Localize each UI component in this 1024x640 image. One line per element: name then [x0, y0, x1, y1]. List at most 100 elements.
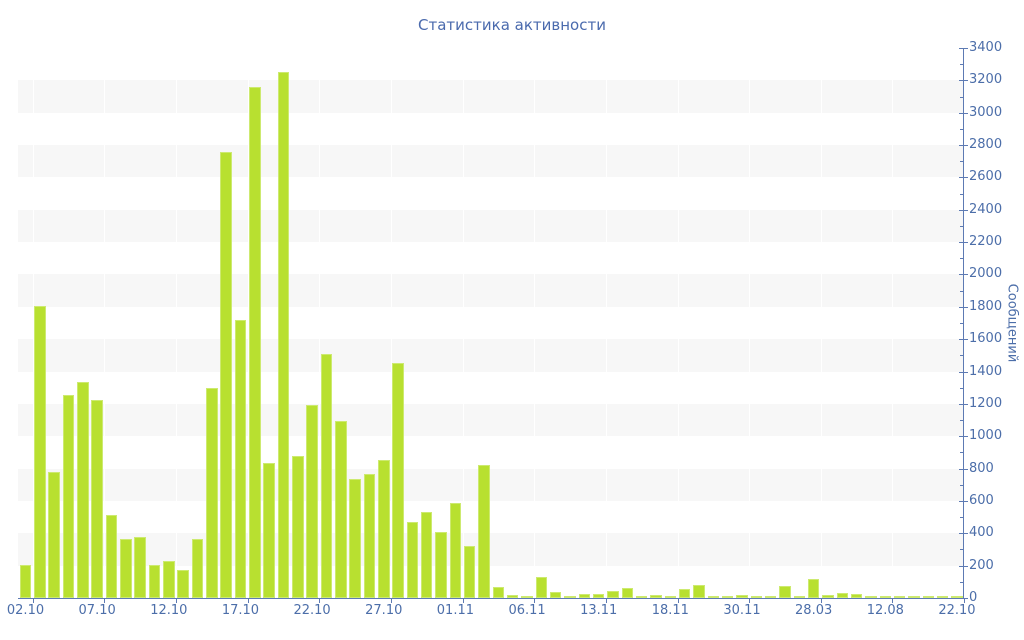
activity-bar[interactable]	[91, 400, 103, 598]
activity-bar[interactable]	[463, 546, 476, 598]
activity-bar[interactable]	[492, 587, 505, 598]
activity-bar[interactable]	[349, 479, 361, 598]
y-major-tick	[959, 598, 968, 599]
activity-bar[interactable]	[793, 596, 806, 598]
activity-bar[interactable]	[879, 596, 892, 598]
activity-bar[interactable]	[449, 503, 462, 598]
activity-bar[interactable]	[721, 596, 734, 598]
activity-bar[interactable]	[148, 565, 161, 598]
x-tick-label: 06.11	[508, 603, 546, 618]
activity-bar[interactable]	[249, 87, 261, 598]
activity-bar[interactable]	[105, 515, 118, 598]
activity-bar[interactable]	[951, 596, 963, 598]
activity-bar[interactable]	[392, 363, 404, 598]
activity-bar[interactable]	[836, 593, 849, 598]
activity-bar[interactable]	[478, 465, 490, 598]
vertical-gridline	[534, 48, 536, 598]
y-minor-tick	[960, 517, 963, 519]
activity-bar[interactable]	[234, 320, 247, 598]
activity-bar[interactable]	[578, 594, 591, 598]
activity-bar[interactable]	[779, 586, 791, 598]
activity-bar[interactable]	[206, 388, 218, 598]
activity-bar[interactable]	[306, 405, 318, 598]
activity-bar[interactable]	[335, 421, 347, 598]
x-tick	[605, 598, 607, 603]
activity-bar[interactable]	[134, 537, 146, 598]
activity-bar[interactable]	[664, 596, 677, 598]
activity-bar[interactable]	[521, 596, 533, 598]
x-tick	[892, 598, 894, 603]
y-minor-tick	[960, 323, 963, 324]
activity-bar[interactable]	[750, 596, 763, 598]
y-major-tick	[959, 565, 968, 567]
x-tick-label: 28.03	[795, 603, 833, 618]
y-tick-label: 2600	[969, 169, 1003, 185]
activity-bar[interactable]	[535, 577, 548, 598]
activity-bar[interactable]	[163, 561, 175, 598]
grid-band	[18, 403, 963, 437]
activity-bar[interactable]	[506, 595, 519, 598]
x-axis-line	[18, 598, 964, 599]
activity-bar[interactable]	[34, 306, 46, 598]
activity-bar[interactable]	[549, 592, 562, 598]
activity-bar[interactable]	[220, 152, 232, 598]
y-tick-label: 400	[969, 525, 994, 541]
vertical-gridline	[390, 48, 392, 598]
activity-bar[interactable]	[865, 596, 877, 598]
y-tick-label: 2800	[969, 137, 1003, 153]
activity-bar[interactable]	[707, 596, 720, 598]
y-major-tick	[959, 371, 968, 373]
activity-bar[interactable]	[850, 594, 863, 598]
x-tick	[964, 598, 966, 603]
x-tick-label: 18.11	[651, 603, 689, 618]
activity-bar[interactable]	[908, 596, 920, 598]
y-major-tick	[959, 274, 968, 276]
activity-bar[interactable]	[621, 588, 634, 598]
activity-bar[interactable]	[736, 595, 748, 598]
x-tick-label: 07.10	[78, 603, 116, 618]
y-tick-label: 1000	[969, 428, 1003, 444]
activity-bar[interactable]	[120, 539, 132, 598]
activity-bar[interactable]	[177, 570, 189, 598]
vertical-gridline	[104, 48, 106, 598]
activity-bar[interactable]	[678, 589, 691, 598]
activity-bar[interactable]	[292, 456, 304, 598]
activity-bar[interactable]	[822, 595, 834, 598]
activity-bar[interactable]	[807, 579, 820, 598]
activity-bar[interactable]	[19, 565, 32, 598]
activity-bar[interactable]	[592, 594, 605, 598]
activity-bar[interactable]	[435, 532, 447, 598]
activity-bar[interactable]	[48, 472, 60, 598]
activity-bar[interactable]	[936, 596, 949, 598]
activity-bar[interactable]	[77, 382, 89, 598]
y-major-tick	[959, 177, 968, 179]
x-tick	[534, 598, 536, 603]
activity-bar[interactable]	[893, 596, 906, 598]
activity-bar[interactable]	[693, 585, 705, 598]
activity-bar[interactable]	[420, 512, 433, 598]
activity-bar[interactable]	[406, 522, 419, 598]
activity-bar[interactable]	[764, 596, 777, 598]
activity-bar[interactable]	[650, 595, 662, 598]
activity-bar[interactable]	[363, 474, 376, 598]
activity-bar[interactable]	[922, 596, 935, 598]
y-tick-label: 800	[969, 460, 994, 476]
activity-bar[interactable]	[378, 460, 390, 598]
activity-bar[interactable]	[62, 395, 75, 598]
activity-bar[interactable]	[564, 596, 576, 598]
activity-bar[interactable]	[607, 591, 619, 598]
y-major-tick	[959, 48, 968, 49]
y-tick-label: 3200	[969, 72, 1003, 88]
activity-bar[interactable]	[635, 596, 648, 598]
y-tick-label: 600	[969, 492, 994, 508]
activity-bar[interactable]	[263, 463, 275, 598]
grid-band	[18, 80, 963, 113]
activity-bar[interactable]	[191, 539, 204, 598]
y-major-tick	[959, 209, 968, 211]
y-minor-tick	[960, 549, 963, 551]
y-minor-tick	[960, 161, 963, 163]
activity-bar[interactable]	[277, 72, 290, 598]
activity-bar[interactable]	[320, 354, 333, 598]
y-minor-tick	[960, 193, 963, 195]
y-tick-label: 1400	[969, 363, 1003, 379]
